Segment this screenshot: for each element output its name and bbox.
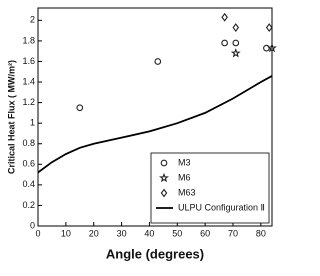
- y-axis-title: Critical Heat Flux ( MW/m²): [6, 60, 16, 174]
- x-tick-label: 70: [228, 228, 238, 238]
- marker-circle: [154, 58, 162, 65]
- legend-label: M3: [178, 157, 191, 167]
- chart: Angle (degrees) Critical Heat Flux ( MW/…: [6, 7, 277, 261]
- y-tick-label: 1.8: [22, 35, 35, 45]
- marker-circle: [263, 44, 270, 52]
- legend-label: M63: [178, 187, 196, 197]
- marker-diamond: [160, 188, 168, 198]
- y-tick-label: 1.6: [22, 56, 35, 66]
- legend-label: ULPU Configuration Ⅱ: [178, 202, 265, 212]
- legend-label: M6: [178, 172, 191, 182]
- marker-diamond: [221, 12, 228, 22]
- y-tick-label: 0.6: [22, 159, 35, 169]
- marker-star: [159, 172, 169, 183]
- x-axis-title: Angle (degrees): [106, 246, 204, 261]
- marker-star: [267, 42, 277, 53]
- marker-circle: [160, 159, 168, 167]
- x-tick-label: 50: [172, 228, 182, 238]
- x-tick-label: 40: [144, 228, 154, 238]
- marker-star: [230, 48, 241, 58]
- y-tick-label: 0.2: [22, 200, 35, 210]
- marker-circle: [232, 39, 240, 47]
- x-tick-label: 20: [89, 228, 99, 238]
- x-tick-label: 0: [35, 228, 40, 238]
- line: [37, 75, 273, 174]
- y-tick-label: 2: [30, 15, 35, 25]
- marker-diamond: [232, 23, 240, 32]
- x-tick-label: 80: [256, 228, 266, 238]
- marker-circle: [221, 39, 228, 47]
- y-tick-label: 1: [30, 118, 35, 128]
- y-tick-label: 0.4: [22, 179, 35, 189]
- marker-circle: [76, 104, 84, 112]
- x-tick-label: 60: [200, 228, 210, 238]
- x-tick-label: 10: [61, 228, 71, 238]
- y-tick-label: 1.2: [22, 97, 35, 107]
- marker-diamond: [265, 23, 273, 32]
- x-tick-label: 30: [117, 228, 127, 238]
- plot-frame: [37, 7, 273, 227]
- y-tick-label: 1.4: [22, 76, 35, 86]
- y-tick-label: 0: [30, 220, 35, 230]
- y-tick-label: 0.8: [22, 138, 35, 148]
- legend-box: [150, 152, 270, 224]
